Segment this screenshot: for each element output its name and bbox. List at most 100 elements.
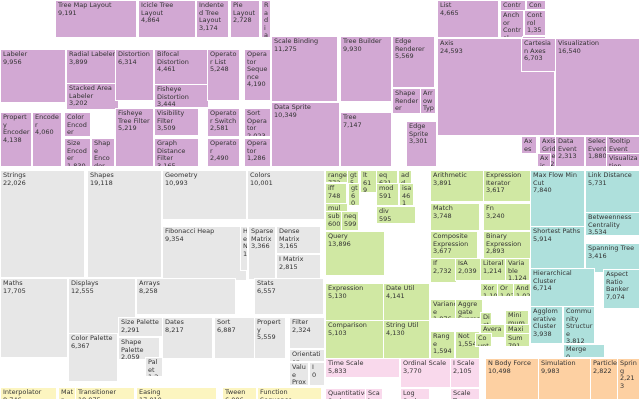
- cell-label: Operator: [210, 139, 237, 155]
- cell-label: I: [312, 363, 314, 371]
- cell-value: 4,461: [157, 65, 176, 73]
- cell-label: Function Sequence: [260, 388, 293, 400]
- cell-label: Visibility Filter: [157, 109, 185, 125]
- cell-value: 4,864: [141, 16, 160, 24]
- cell-label: Displays: [71, 279, 99, 287]
- treemap-cell-stats: Stats 6,557: [254, 278, 324, 315]
- cell-label: Radial Tree Layout: [264, 1, 269, 38]
- cell-label: Merge: [566, 345, 587, 353]
- cell-label: Matr Inte: [61, 388, 74, 400]
- cell-value: 600: [328, 219, 341, 228]
- treemap-cell-shortest-paths: Shortest Paths 5,914: [530, 226, 585, 274]
- treemap-cell-color-palette: Color Palette 6,367: [68, 333, 118, 382]
- cell-label: Size Encoder: [67, 139, 87, 162]
- cell-label: Colors: [250, 171, 271, 179]
- cell-label: Link Distance: [588, 171, 632, 179]
- cell-value: 12,555: [71, 286, 94, 295]
- cell-value: 1,830: [67, 161, 86, 167]
- cell-label: Shapes: [90, 171, 114, 179]
- cell-label: div: [379, 207, 389, 215]
- cell-value: 13,896: [328, 239, 351, 248]
- cell-value: 3,617: [486, 186, 505, 194]
- cell-value: 11,275: [274, 44, 297, 53]
- cell-value: 1,027: [516, 291, 531, 297]
- treemap-cell-tween: Tween 6,006: [222, 387, 257, 400]
- cell-label: Operator Sequence: [247, 50, 268, 81]
- cell-value: 2,213: [620, 374, 635, 390]
- treemap-cell-shapes: Shapes 19,118: [87, 170, 162, 278]
- treemap-cell-fisheye-tree-filter: Fisheye Tree Filter 5,219: [115, 108, 154, 167]
- cell-value: 599: [344, 219, 357, 228]
- cell-label: isa: [402, 184, 412, 192]
- treemap-cell-visibility-filter: Visibility Filter 3,509: [154, 108, 199, 136]
- treemap-cell-variable: Variable 1,124: [505, 258, 530, 281]
- cell-label: Transitioner: [78, 388, 117, 396]
- cell-value: 9,354: [165, 234, 184, 243]
- treemap-cell-aspect-ratio-banker: Aspect Ratio Banker 7,074: [603, 269, 640, 309]
- cell-label: Scale Type: [453, 389, 471, 399]
- cell-value: 6,557: [257, 286, 276, 295]
- cell-value: 0: [312, 370, 317, 379]
- cell-label: Interpolator: [3, 388, 42, 396]
- cell-value: 3,416: [588, 251, 607, 260]
- cell-label: And: [516, 284, 529, 292]
- cell-value: 1,554: [458, 339, 477, 348]
- treemap-cell-filter: Filter 2,324: [289, 317, 325, 349]
- cell-value: 4,141: [386, 291, 405, 300]
- cell-label: Labeler: [3, 50, 28, 58]
- cell-label: Axis Label: [540, 154, 549, 167]
- treemap-cell-isa: isa 461: [399, 183, 414, 206]
- treemap-cell-operator-sequence: Operator Sequence 4,190: [244, 49, 271, 101]
- cell-label: Not: [458, 332, 470, 340]
- cell-value: 4,060: [35, 128, 54, 136]
- treemap-cell-visualization: Visualization 16,540: [555, 38, 640, 136]
- treemap-cell-function-sequence: Function Sequence5,842: [257, 387, 322, 400]
- cell-label: Composite Expression: [433, 232, 469, 248]
- cell-label: neq: [344, 212, 357, 220]
- cell-value: 7,840: [533, 186, 552, 194]
- cell-label: Sort Operator: [247, 109, 267, 132]
- treemap-cell-edge-renderer: Edge Renderer 5,569: [392, 36, 435, 88]
- cell-value: 5,833: [328, 366, 347, 375]
- cell-label: Graph Distance Filter: [157, 139, 186, 162]
- cell-value: 2,059: [121, 353, 140, 360]
- cell-label: Match: [433, 204, 453, 212]
- cell-label: Minimum: [508, 311, 525, 326]
- cell-value: 748: [328, 191, 341, 200]
- treemap-cell-spring: Spring 2,213: [617, 358, 640, 400]
- cell-value: 2,732: [433, 266, 452, 275]
- treemap-cell-i-matrix: I Matrix 2,815: [276, 254, 321, 280]
- cell-value: 6,887: [217, 325, 236, 334]
- cell-label: He N: [243, 227, 248, 250]
- cell-value: 6,367: [71, 341, 90, 350]
- cell-value: 2,039: [458, 266, 477, 275]
- cell-label: mod: [379, 184, 394, 192]
- cell-value: 6,703: [524, 54, 543, 62]
- cell-label: Arithmetic: [433, 171, 467, 179]
- cell-label: Literal: [483, 259, 504, 267]
- cell-value: 0: [566, 352, 571, 358]
- cell-label: Scale: [368, 389, 380, 399]
- cell-label: Distortion: [118, 50, 150, 58]
- cell-value: 17,705: [3, 286, 26, 295]
- cell-label: Cartesian Axes: [524, 39, 551, 55]
- treemap-cell-time-scale: Time Scale 5,833: [325, 358, 400, 378]
- cell-value: 5,103: [328, 328, 347, 337]
- cell-label: Sparse Matrix: [251, 227, 274, 243]
- cell-value: 772: [328, 178, 341, 183]
- cell-label: Axis: [440, 39, 454, 47]
- treemap-cell-scale: Scale0: [365, 388, 383, 400]
- cell-label: Radial Labeler: [69, 50, 116, 58]
- cell-label: Fisheye Distortion: [157, 85, 189, 101]
- cell-label: Tween: [225, 388, 246, 396]
- cell-value: 1,214: [483, 266, 502, 275]
- cell-label: Easing: [139, 388, 161, 396]
- cell-value: 1,594: [433, 347, 452, 355]
- cell-value: 3,179: [67, 136, 86, 137]
- treemap-cell-encoder: Encoder 4,060: [32, 112, 62, 167]
- treemap-cell-ordinal-scale: Ordinal Scale 3,770: [400, 358, 452, 388]
- cell-label: Select Event: [588, 137, 609, 153]
- treemap-cell-dates: Dates 8,217: [162, 317, 213, 359]
- cell-value: 7,074: [606, 292, 625, 301]
- cell-value: 9,930: [343, 44, 362, 53]
